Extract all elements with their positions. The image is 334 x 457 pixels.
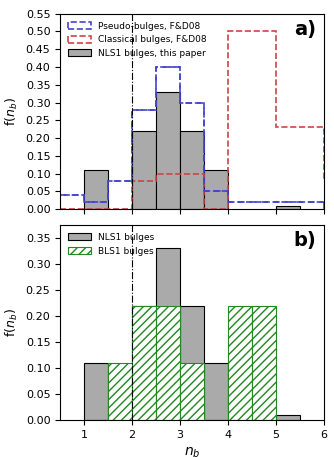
Bar [276, 206, 300, 209]
Bar [132, 306, 156, 420]
Bar [252, 306, 276, 420]
Bar [180, 306, 204, 420]
Bar [84, 170, 108, 209]
X-axis label: $n_b$: $n_b$ [184, 446, 200, 457]
Bar [84, 363, 108, 420]
Bar [228, 306, 252, 420]
Bar [156, 92, 180, 209]
Bar [180, 131, 204, 209]
Y-axis label: f($n_b$): f($n_b$) [4, 308, 20, 337]
Bar [156, 306, 180, 420]
Text: b): b) [293, 231, 316, 250]
Bar [180, 363, 204, 420]
Bar [276, 415, 300, 420]
Legend: NLS1 bulges, BLS1 bulges: NLS1 bulges, BLS1 bulges [65, 229, 158, 259]
Text: a): a) [294, 20, 316, 38]
Bar [132, 131, 156, 209]
Bar [204, 363, 228, 420]
Y-axis label: f($n_b$): f($n_b$) [4, 97, 20, 126]
Bar [156, 248, 180, 420]
Bar [132, 306, 156, 420]
Legend: Pseudo-bulges, F&D08, Classical bulges, F&D08, NLS1 bulges, this paper: Pseudo-bulges, F&D08, Classical bulges, … [65, 18, 210, 62]
Bar [204, 170, 228, 209]
Bar [108, 363, 132, 420]
